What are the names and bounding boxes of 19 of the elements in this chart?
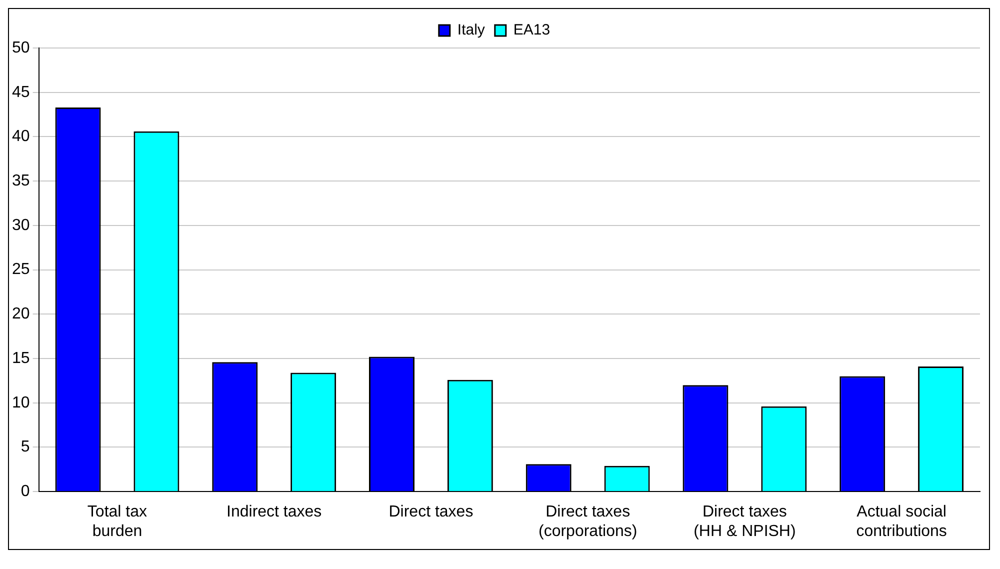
legend-label: Italy <box>457 22 486 39</box>
y-tick-label: 5 <box>20 438 30 456</box>
y-tick-label: 0 <box>20 483 30 500</box>
x-tick-label: Actual social contributions <box>856 504 947 540</box>
x-tick-label: Direct taxes (HH & NPISH) <box>694 504 796 540</box>
y-tick-label: 10 <box>12 394 30 412</box>
y-tick-label: 45 <box>12 84 30 101</box>
y-tick-label: 35 <box>12 172 30 190</box>
y-tick-label: 15 <box>12 350 30 367</box>
y-tick-label: 20 <box>12 306 30 323</box>
x-tick-label: Total tax burden <box>87 504 148 540</box>
y-tick-label: 30 <box>12 216 30 234</box>
x-tick-label: Direct taxes (corporations) <box>538 504 638 540</box>
x-tick-label: Indirect taxes <box>226 504 322 521</box>
y-tick-label: 25 <box>12 261 30 278</box>
legend-label: EA13 <box>513 22 550 39</box>
y-tick-label: 40 <box>12 128 30 146</box>
y-tick-label: 50 <box>12 39 30 56</box>
x-tick-label: Direct taxes <box>388 504 474 521</box>
